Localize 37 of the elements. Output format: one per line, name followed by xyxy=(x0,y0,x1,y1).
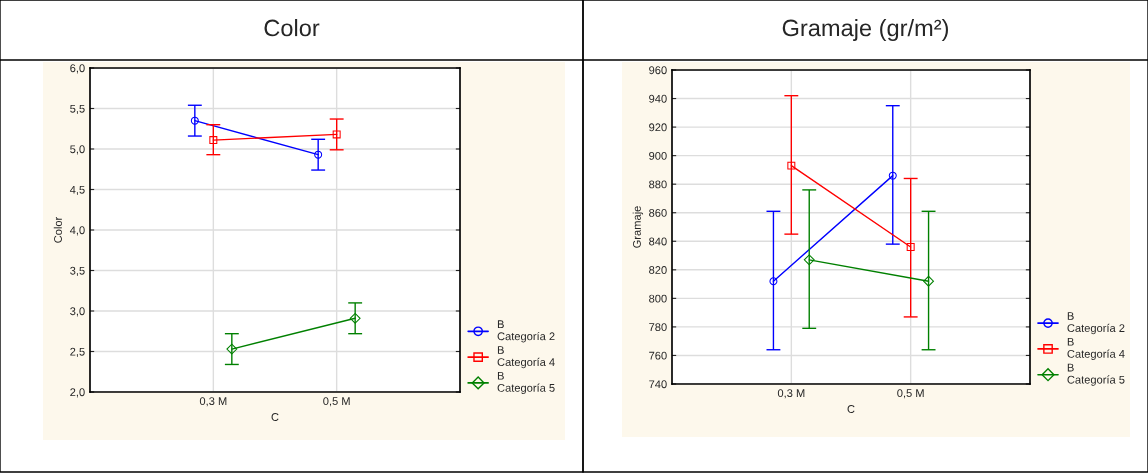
legend-label: B Categoría 5 xyxy=(1067,363,1125,386)
legend-label: B Categoría 4 xyxy=(1067,337,1125,361)
y-tick-label: 2,0 xyxy=(70,388,85,398)
y-tick-label: 820 xyxy=(649,266,667,274)
x-tick-label: 0,5 M xyxy=(323,397,350,407)
y-axis-title: Gramaje xyxy=(632,206,644,248)
y-tick-label: 3,5 xyxy=(70,266,85,276)
chart-title: Color xyxy=(264,19,320,37)
y-tick-label: 920 xyxy=(649,123,667,132)
y-tick-label: 880 xyxy=(649,180,667,189)
legend-label: B Categoría 2 xyxy=(497,320,555,343)
x-tick-label: 0,3 M xyxy=(199,397,227,407)
y-tick-label: 2,5 xyxy=(70,347,85,357)
y-tick-label: 6,0 xyxy=(70,64,85,74)
legend-label: B Categoría 5 xyxy=(497,371,555,395)
y-tick-label: 740 xyxy=(649,380,667,389)
x-tick-label: 0,5 M xyxy=(897,389,924,399)
y-tick-label: 4,0 xyxy=(69,226,85,236)
legend-label: B Categoría 4 xyxy=(497,346,555,369)
y-tick-label: 4,5 xyxy=(69,185,85,195)
y-tick-label: 800 xyxy=(649,294,667,303)
y-tick-label: 940 xyxy=(649,94,667,103)
legend-label: B Categoría 2 xyxy=(1067,312,1125,335)
y-tick-label: 760 xyxy=(649,351,667,360)
y-axis-title: Color xyxy=(53,216,62,243)
y-tick-label: 960 xyxy=(649,66,667,75)
x-axis-title: C xyxy=(271,413,279,421)
y-tick-label: 840 xyxy=(649,237,667,246)
y-tick-label: 5,5 xyxy=(70,104,85,114)
y-tick-label: 5,0 xyxy=(70,145,85,155)
x-tick-label: 0,3 M xyxy=(777,389,805,399)
y-tick-label: 3,0 xyxy=(70,307,85,317)
chart-title: Gramaje (gr/m²) xyxy=(782,19,948,41)
y-tick-label: 780 xyxy=(649,323,667,332)
x-axis-title: C xyxy=(847,405,855,413)
y-tick-label: 860 xyxy=(649,208,667,217)
y-tick-label: 900 xyxy=(649,151,667,160)
